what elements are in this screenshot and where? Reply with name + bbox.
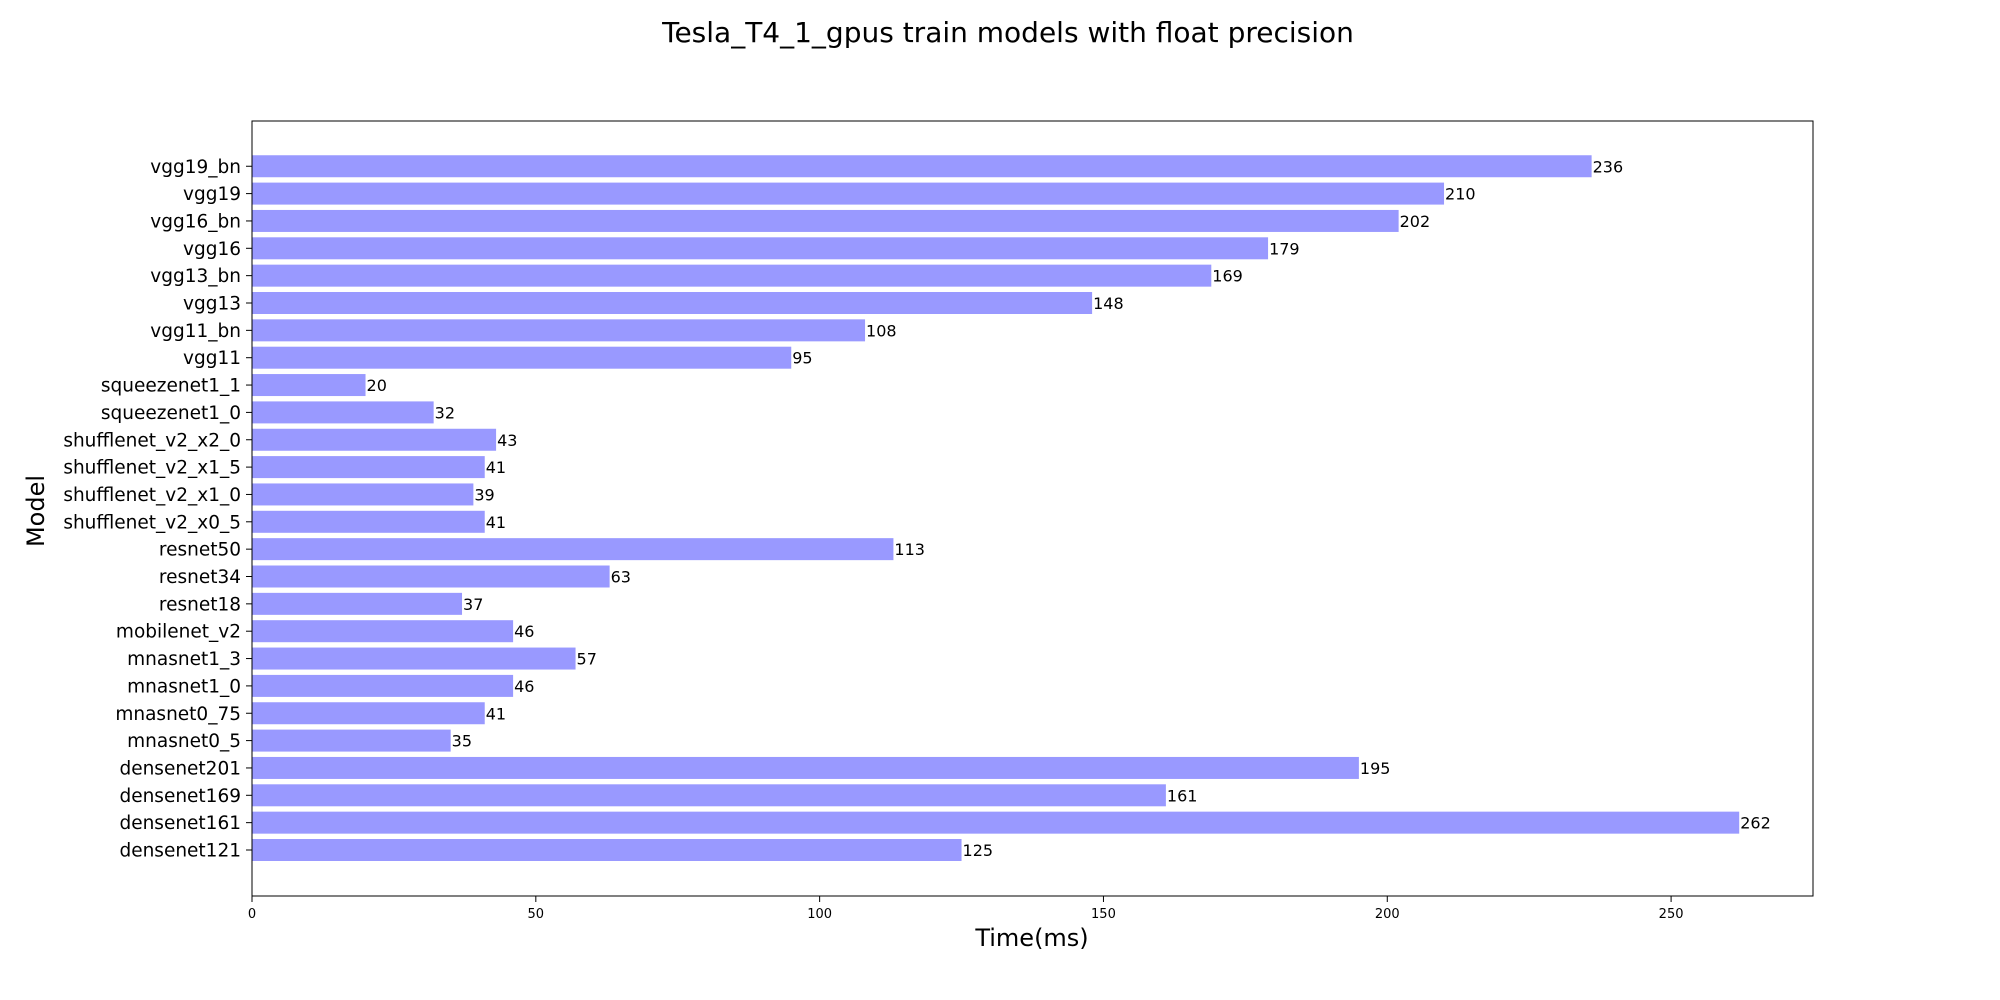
y-tick-label-vgg16_bn: vgg16_bn [150,211,241,232]
data-label-vgg16: 179 [1269,239,1300,258]
y-tick-label-vgg19_bn: vgg19_bn [150,157,241,178]
data-label-vgg19_bn: 236 [1593,157,1624,176]
y-tick-label-densenet169: densenet169 [119,786,241,807]
data-label-vgg13: 148 [1093,294,1124,313]
data-label-vgg11: 95 [792,349,812,368]
y-tick-label-shufflenet_v2_x2_0: shufflenet_v2_x2_0 [63,430,241,451]
data-label-mnasnet0_5: 35 [452,732,472,751]
bar-mnasnet0_5 [252,729,451,752]
bar-vgg16 [252,237,1269,260]
bar-vgg11 [252,346,792,369]
bar-densenet169 [252,784,1166,807]
data-label-mnasnet1_0: 46 [514,677,534,696]
x-tick-label-150: 150 [1091,907,1116,922]
bar-shufflenet_v2_x2_0 [252,428,497,451]
y-tick-label-mnasnet1_3: mnasnet1_3 [127,649,241,670]
bar-squeezenet1_0 [252,401,434,424]
y-tick-label-resnet50: resnet50 [159,540,241,561]
bar-densenet201 [252,756,1359,779]
data-label-mobilenet_v2: 46 [514,622,534,641]
data-label-densenet121: 125 [963,841,994,860]
bar-mnasnet1_3 [252,647,576,670]
bars-layer [252,155,1740,861]
bar-vgg13_bn [252,264,1212,287]
data-label-shufflenet_v2_x1_0: 39 [474,485,494,504]
data-label-resnet18: 37 [463,595,483,614]
y-tick-label-densenet201: densenet201 [119,758,241,779]
data-labels-layer: 125 262 161 195 35 41 46 57 46 37 63 113 41 39 41 43 32 2… [367,157,1771,860]
data-label-densenet161: 262 [1740,814,1771,833]
data-label-shufflenet_v2_x0_5: 41 [486,513,506,532]
bar-squeezenet1_1 [252,374,366,397]
data-label-shufflenet_v2_x2_0: 43 [497,431,517,450]
x-tick-label-100: 100 [807,907,832,922]
bar-vgg13 [252,292,1093,314]
x-axis-ticks: 0 50 100 150 200 250 [248,896,1684,922]
data-label-squeezenet1_0: 32 [435,403,455,422]
x-tick-label-50: 50 [528,907,545,922]
data-label-mnasnet0_75: 41 [486,704,506,723]
y-tick-label-densenet161: densenet161 [119,813,241,834]
y-tick-label-mnasnet1_0: mnasnet1_0 [127,676,241,697]
bar-resnet18 [252,592,463,615]
y-tick-label-vgg13_bn: vgg13_bn [150,266,241,287]
bar-vgg16_bn [252,209,1399,232]
data-label-densenet169: 161 [1167,786,1198,805]
x-tick-label-200: 200 [1375,907,1400,922]
data-label-resnet34: 63 [611,568,631,587]
y-tick-label-shufflenet_v2_x0_5: shufflenet_v2_x0_5 [63,512,241,533]
y-tick-label-squeezenet1_0: squeezenet1_0 [101,403,241,424]
y-tick-label-mnasnet0_75: mnasnet0_75 [115,704,241,725]
y-tick-label-vgg16: vgg16 [183,239,241,260]
bar-shufflenet_v2_x0_5 [252,510,485,533]
data-label-vgg11_bn: 108 [866,321,897,340]
bar-densenet121 [252,839,962,861]
bar-resnet50 [252,538,894,561]
data-label-shufflenet_v2_x1_5: 41 [486,458,506,477]
y-tick-label-resnet34: resnet34 [159,567,241,588]
y-tick-label-mnasnet0_5: mnasnet0_5 [127,731,241,752]
x-tick-label-0: 0 [248,907,256,922]
y-tick-label-vgg13: vgg13 [183,294,241,315]
data-label-squeezenet1_1: 20 [367,376,387,395]
y-tick-label-squeezenet1_1: squeezenet1_1 [101,376,241,397]
y-tick-label-mobilenet_v2: mobilenet_v2 [116,622,241,643]
y-tick-label-densenet121: densenet121 [119,841,241,862]
bar-mnasnet1_0 [252,674,514,697]
bar-vgg11_bn [252,319,866,342]
data-label-vgg16_bn: 202 [1400,212,1431,231]
plot-frame [251,120,1814,897]
bar-resnet34 [252,565,610,588]
y-tick-label-vgg19: vgg19 [183,184,241,205]
bar-shufflenet_v2_x1_5 [252,456,485,479]
y-tick-label-shufflenet_v2_x1_5: shufflenet_v2_x1_5 [63,458,241,479]
y-tick-label-resnet18: resnet18 [159,594,241,615]
y-tick-label-vgg11_bn: vgg11_bn [150,321,241,342]
bar-mnasnet0_75 [252,702,485,725]
bar-vgg19 [252,182,1445,205]
bar-shufflenet_v2_x1_0 [252,483,474,506]
bar-vgg19_bn [252,155,1592,178]
data-label-mnasnet1_3: 57 [577,650,597,669]
bar-densenet161 [252,811,1740,834]
y-tick-label-shufflenet_v2_x1_0: shufflenet_v2_x1_0 [63,485,241,506]
data-label-vgg13_bn: 169 [1212,267,1243,286]
data-label-vgg19: 210 [1445,185,1476,204]
y-tick-label-vgg11: vgg11 [183,348,241,369]
x-axis-label: Time(ms) [974,924,1088,952]
chart-title: Tesla_T4_1_gpus train models with float … [661,16,1354,49]
y-axis-label: Model [22,475,50,547]
x-tick-label-250: 250 [1659,907,1684,922]
bar-mobilenet_v2 [252,620,514,643]
data-label-densenet201: 195 [1360,759,1391,778]
data-label-resnet50: 113 [894,540,925,559]
y-axis-ticks: densenet121 densenet161 densenet169 densene… [63,157,252,862]
